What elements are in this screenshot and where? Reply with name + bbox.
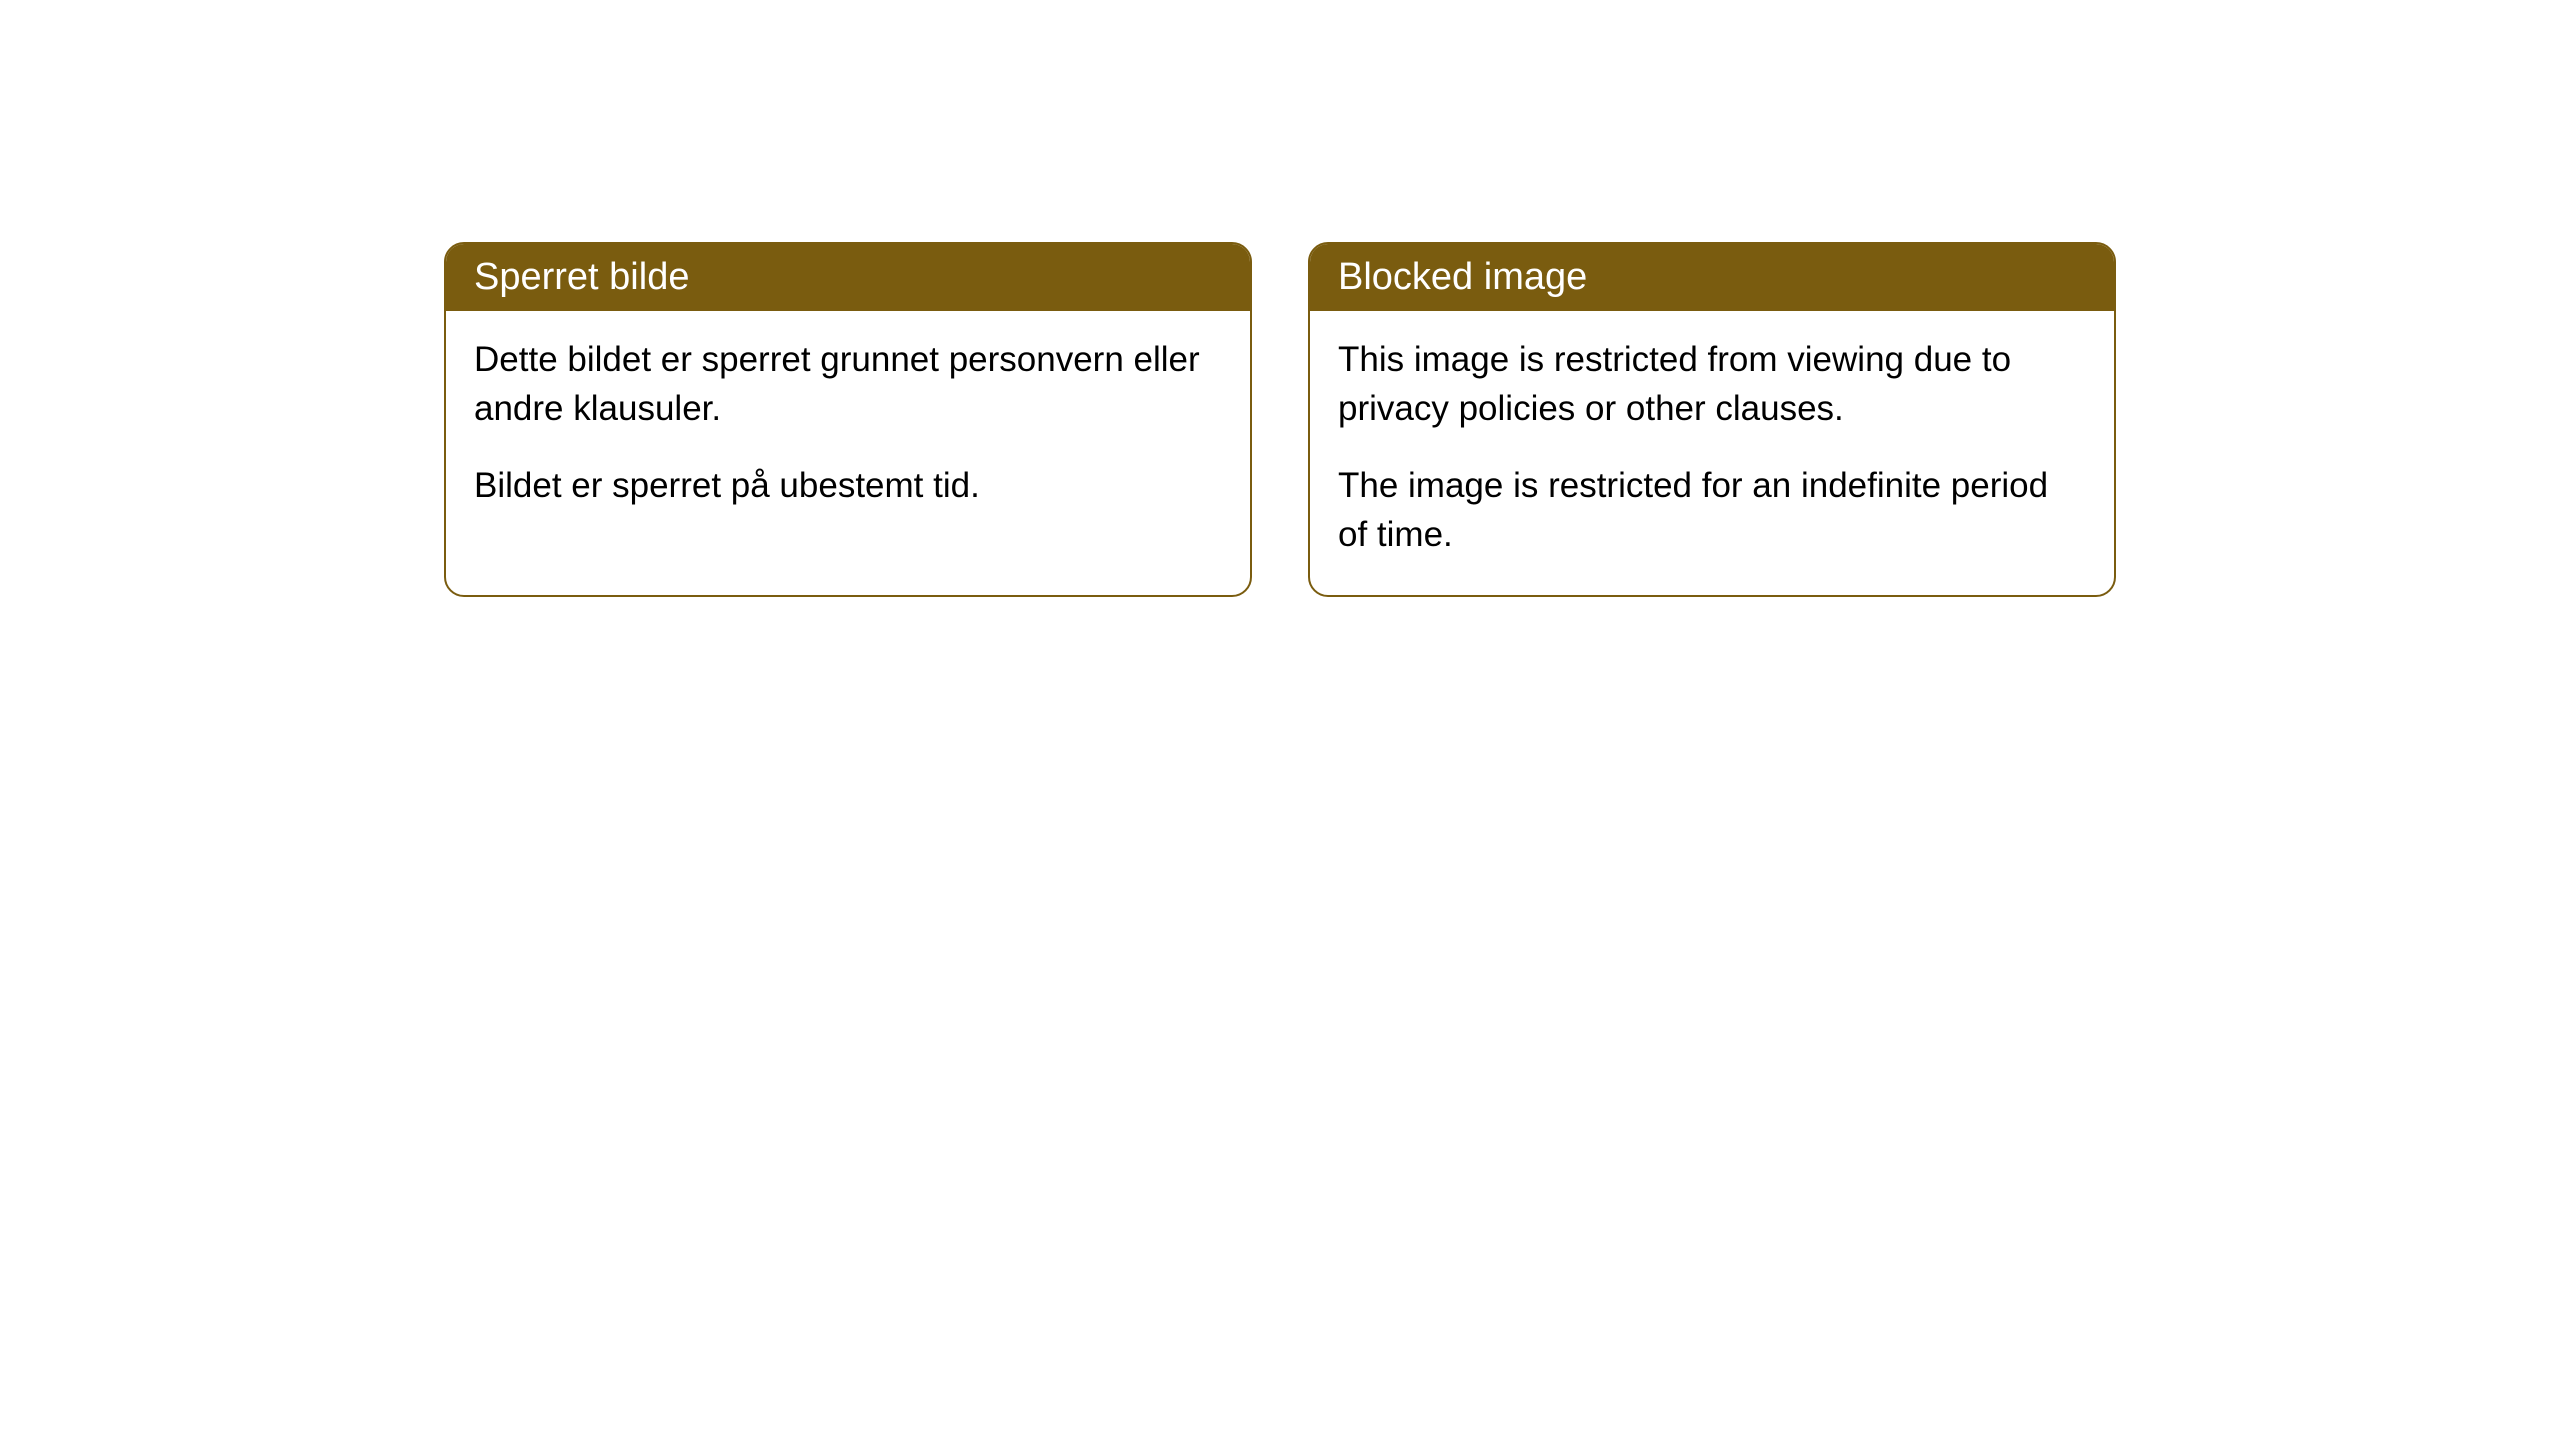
- card-english: Blocked image This image is restricted f…: [1308, 242, 2116, 597]
- card-body-norwegian: Dette bildet er sperret grunnet personve…: [446, 311, 1250, 546]
- card-title-english: Blocked image: [1338, 256, 1587, 298]
- cards-container: Sperret bilde Dette bildet er sperret gr…: [444, 242, 2116, 597]
- card-title-norwegian: Sperret bilde: [474, 256, 689, 298]
- card-paragraph-english-1: This image is restricted from viewing du…: [1338, 335, 2086, 433]
- card-paragraph-english-2: The image is restricted for an indefinit…: [1338, 461, 2086, 559]
- card-header-norwegian: Sperret bilde: [446, 244, 1250, 311]
- card-norwegian: Sperret bilde Dette bildet er sperret gr…: [444, 242, 1252, 597]
- card-paragraph-norwegian-1: Dette bildet er sperret grunnet personve…: [474, 335, 1222, 433]
- card-paragraph-norwegian-2: Bildet er sperret på ubestemt tid.: [474, 461, 1222, 510]
- card-header-english: Blocked image: [1310, 244, 2114, 311]
- card-body-english: This image is restricted from viewing du…: [1310, 311, 2114, 595]
